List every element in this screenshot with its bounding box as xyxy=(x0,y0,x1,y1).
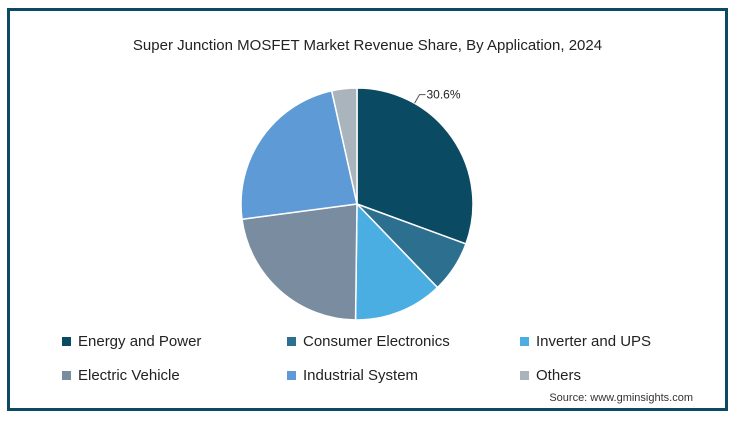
pie-slice-industrial-system xyxy=(240,89,358,221)
pie-slice-energy-and-power xyxy=(356,87,474,245)
legend-swatch xyxy=(520,337,529,346)
legend-label: Industrial System xyxy=(303,367,419,384)
legend-item: Inverter and UPS xyxy=(520,333,651,350)
legend-item: Others xyxy=(520,367,581,384)
pie-slice-electric-vehicle xyxy=(241,203,358,321)
legend-item: Electric Vehicle xyxy=(62,367,180,384)
slice-label-leader xyxy=(414,94,426,104)
legend-swatch xyxy=(520,371,529,380)
chart-title: Super Junction MOSFET Market Revenue Sha… xyxy=(132,37,603,54)
legend-swatch xyxy=(62,337,71,346)
pie-slices xyxy=(240,87,474,321)
legend-swatch xyxy=(287,371,296,380)
legend-label: Inverter and UPS xyxy=(536,333,652,350)
pie-slice-inverter-and-ups xyxy=(354,202,439,321)
legend-item: Industrial System xyxy=(287,367,418,384)
legend-label: Energy and Power xyxy=(78,333,202,350)
pie-slice-others xyxy=(330,87,358,205)
slice-label: 30.6% xyxy=(427,88,461,102)
legend-label: Consumer Electronics xyxy=(303,333,450,350)
legend-label: Electric Vehicle xyxy=(78,367,180,384)
legend-swatch xyxy=(62,371,71,380)
legend-item: Consumer Electronics xyxy=(287,333,450,350)
legend-item: Energy and Power xyxy=(62,333,201,350)
legend-swatch xyxy=(287,337,296,346)
source-note: Source: www.gminsights.com xyxy=(549,392,693,404)
pie-labels: 30.6% xyxy=(414,88,461,104)
legend-label: Others xyxy=(536,367,582,384)
